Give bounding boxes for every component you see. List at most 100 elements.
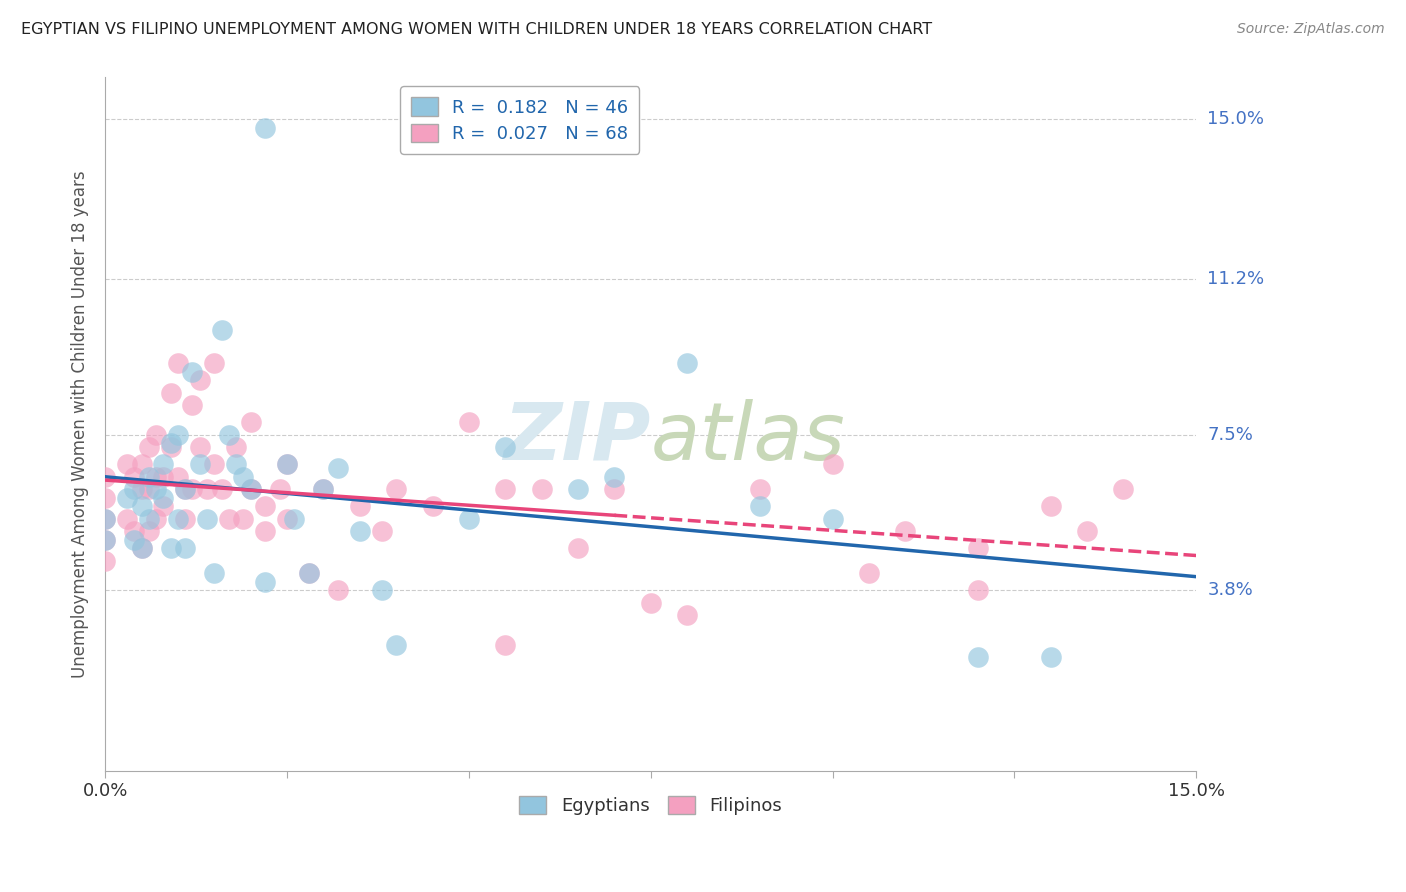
Point (115, 511, 138, 525)
Point (254, 574, 277, 589)
Point (131, 499, 153, 513)
Point (254, 524, 277, 539)
Text: atlas: atlas (651, 399, 845, 477)
Point (894, 524, 917, 539)
Point (298, 566, 321, 581)
Point (159, 440, 181, 454)
Point (1112, 482, 1135, 496)
Point (603, 469, 626, 483)
Point (124, 533, 146, 547)
Text: 3.8%: 3.8% (1208, 581, 1253, 599)
Point (457, 415, 479, 429)
Point (181, 365, 204, 379)
Point (138, 440, 160, 454)
Point (298, 566, 321, 581)
Point (239, 482, 262, 496)
Point (195, 511, 218, 525)
Point (385, 638, 408, 652)
Point (145, 511, 167, 525)
Point (202, 457, 225, 471)
Text: 11.2%: 11.2% (1208, 270, 1264, 288)
Point (131, 457, 153, 471)
Text: EGYPTIAN VS FILIPINO UNEMPLOYMENT AMONG WOMEN WITH CHILDREN UNDER 18 YEARS CORRE: EGYPTIAN VS FILIPINO UNEMPLOYMENT AMONG … (21, 22, 932, 37)
Point (94, 511, 117, 525)
Point (218, 511, 240, 525)
Point (94, 511, 117, 525)
Point (152, 469, 174, 483)
Point (195, 482, 218, 496)
Point (385, 482, 408, 496)
Point (202, 566, 225, 581)
Point (567, 541, 589, 555)
Point (821, 511, 844, 525)
Point (167, 511, 190, 525)
Point (276, 457, 298, 471)
Point (676, 356, 699, 370)
Point (967, 650, 990, 665)
Point (131, 541, 153, 555)
Point (1039, 499, 1062, 513)
Point (94, 533, 117, 547)
Point (269, 482, 291, 496)
Point (283, 511, 305, 525)
Legend: Egyptians, Filipinos: Egyptians, Filipinos (510, 787, 792, 824)
Point (254, 120, 277, 135)
Point (181, 398, 204, 412)
Point (131, 482, 153, 496)
Point (138, 469, 160, 483)
Point (145, 469, 167, 483)
Point (603, 482, 626, 496)
Point (94, 469, 117, 483)
Point (239, 482, 262, 496)
Point (94, 553, 117, 567)
Point (181, 482, 204, 496)
Point (494, 482, 516, 496)
Point (967, 541, 990, 555)
Point (159, 541, 181, 555)
Point (94, 533, 117, 547)
Y-axis label: Unemployment Among Women with Children Under 18 years: Unemployment Among Women with Children U… (72, 170, 89, 678)
Point (370, 524, 392, 539)
Point (349, 499, 371, 513)
Text: ZIP: ZIP (503, 399, 651, 477)
Point (174, 482, 197, 496)
Point (145, 427, 167, 442)
Point (188, 457, 211, 471)
Point (188, 373, 211, 387)
Point (211, 482, 233, 496)
Point (312, 482, 335, 496)
Point (115, 457, 138, 471)
Point (748, 499, 770, 513)
Point (174, 541, 197, 555)
Point (640, 596, 662, 610)
Point (1039, 650, 1062, 665)
Point (494, 440, 516, 454)
Point (152, 499, 174, 513)
Point (326, 582, 349, 597)
Text: 15.0%: 15.0% (1208, 111, 1264, 128)
Point (152, 457, 174, 471)
Point (167, 427, 190, 442)
Point (494, 638, 516, 652)
Point (202, 356, 225, 370)
Point (1076, 524, 1098, 539)
Point (159, 436, 181, 450)
Point (567, 482, 589, 496)
Point (115, 491, 138, 505)
Point (821, 457, 844, 471)
Text: 7.5%: 7.5% (1208, 425, 1253, 443)
Point (232, 511, 254, 525)
Point (138, 511, 160, 525)
Text: Source: ZipAtlas.com: Source: ZipAtlas.com (1237, 22, 1385, 37)
Point (530, 482, 553, 496)
Point (967, 582, 990, 597)
Point (124, 469, 146, 483)
Point (167, 356, 190, 370)
Point (276, 457, 298, 471)
Point (138, 524, 160, 539)
Point (211, 322, 233, 336)
Point (232, 469, 254, 483)
Point (312, 482, 335, 496)
Point (124, 524, 146, 539)
Point (676, 608, 699, 623)
